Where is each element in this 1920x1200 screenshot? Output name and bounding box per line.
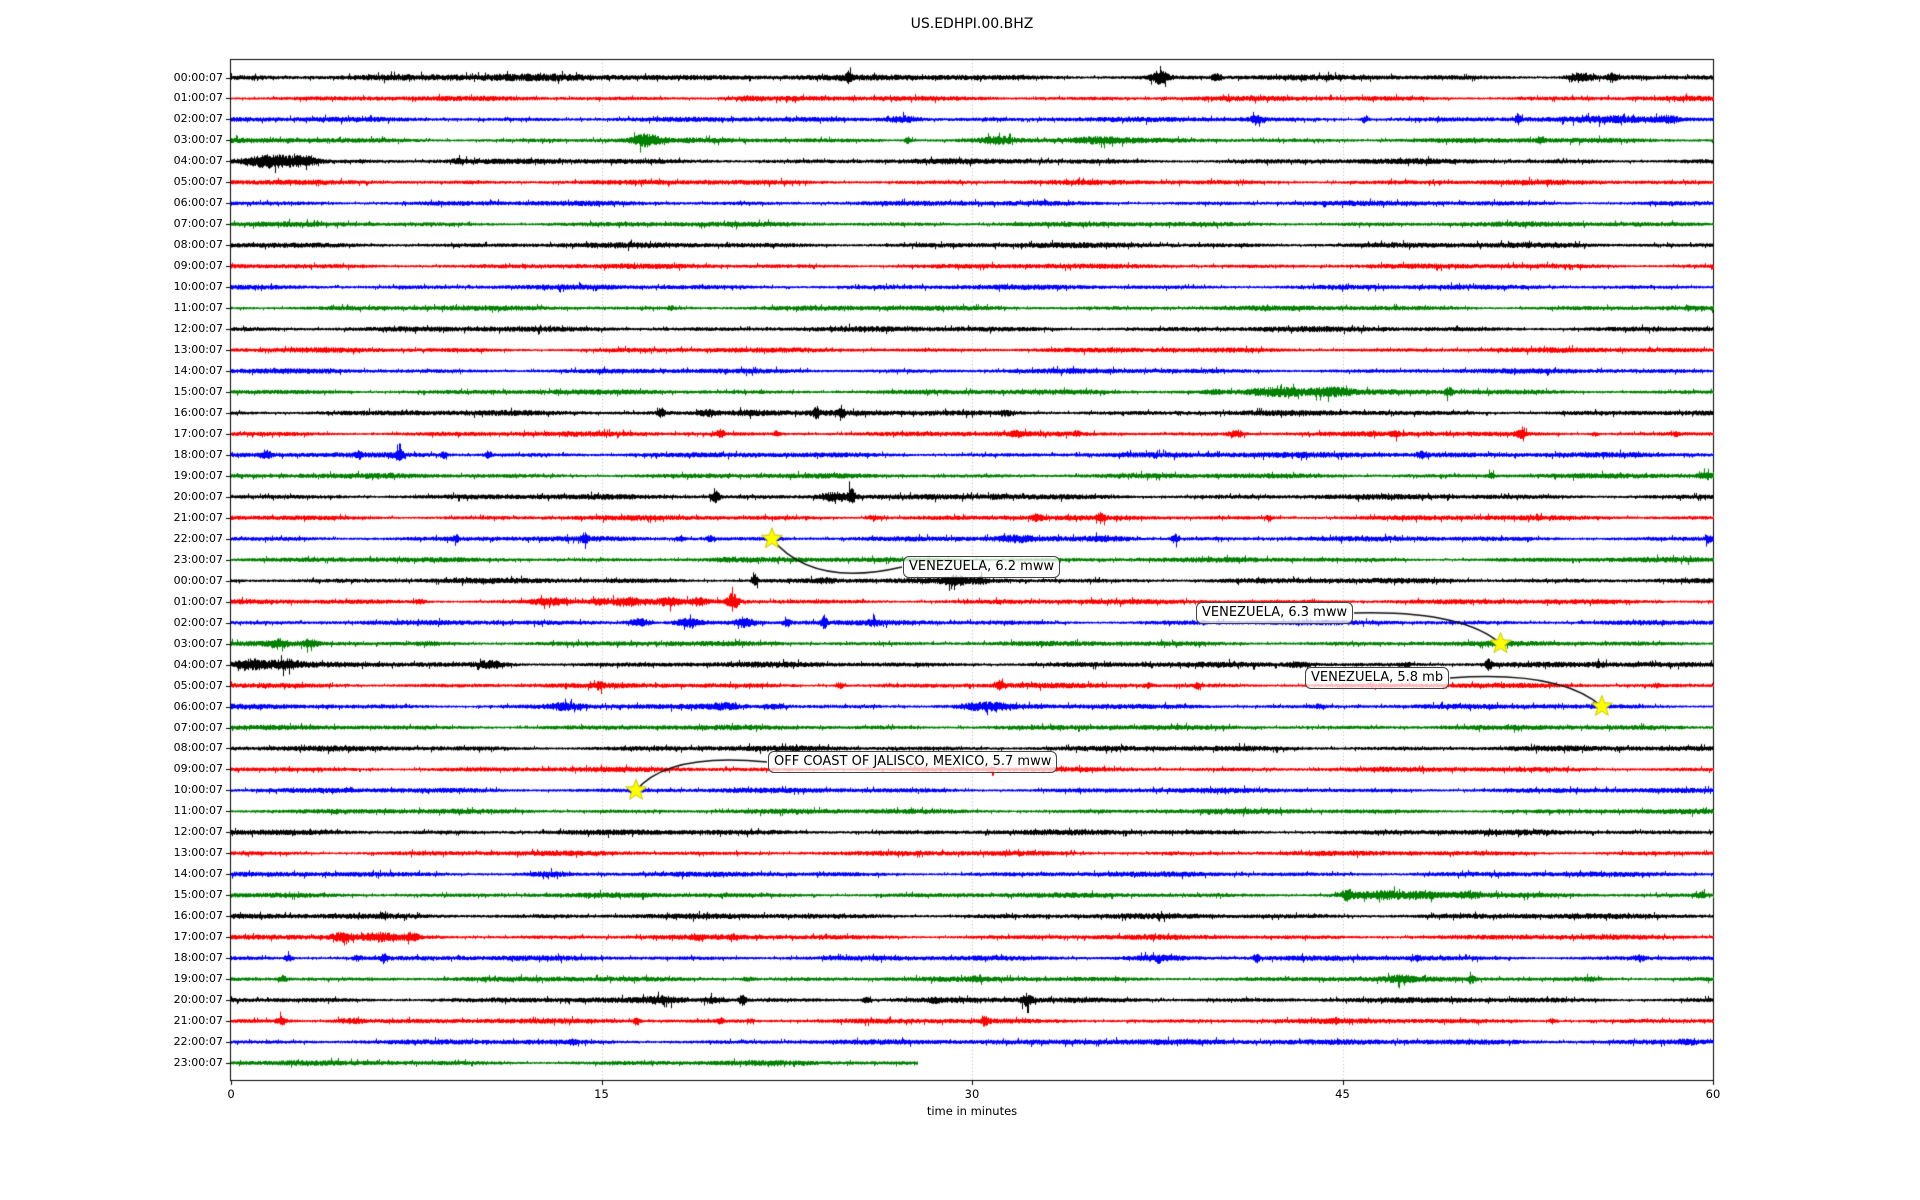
y-tick-label: 06:00:07: [173, 196, 223, 210]
annotation-box: VENEZUELA, 6.2 mww: [903, 556, 1061, 578]
y-tick-label: 17:00:07: [173, 426, 223, 440]
y-tick-label: 00:00:07: [173, 573, 223, 587]
y-tick-label: 11:00:07: [173, 804, 223, 818]
y-tick-label: 19:00:07: [173, 468, 223, 482]
y-tick-label: 16:00:07: [173, 405, 223, 419]
y-tick-label: 22:00:07: [173, 531, 223, 545]
y-tick-label: 01:00:07: [173, 594, 223, 608]
y-tick-label: 02:00:07: [173, 112, 223, 126]
y-tick-label: 02:00:07: [173, 615, 223, 629]
y-tick-label: 21:00:07: [173, 510, 223, 524]
y-tick-label: 01:00:07: [173, 91, 223, 105]
y-tick-label: 22:00:07: [173, 1035, 223, 1049]
y-tick-label: 16:00:07: [173, 909, 223, 923]
y-tick-label: 05:00:07: [173, 175, 223, 189]
annotation-box: VENEZUELA, 6.3 mww: [1196, 602, 1354, 624]
y-tick-label: 19:00:07: [173, 972, 223, 986]
x-tick-label: 15: [594, 1087, 609, 1101]
y-tick-label: 23:00:07: [173, 552, 223, 566]
y-tick-label: 06:00:07: [173, 699, 223, 713]
y-tick-label: 23:00:07: [173, 1055, 223, 1069]
y-tick-label: 09:00:07: [173, 762, 223, 776]
y-tick-label: 10:00:07: [173, 280, 223, 294]
y-tick-label: 21:00:07: [173, 1014, 223, 1028]
annotation-box: OFF COAST OF JALISCO, MEXICO, 5.7 mww: [768, 751, 1058, 773]
y-tick-label: 03:00:07: [173, 133, 223, 147]
y-tick-label: 14:00:07: [173, 867, 223, 881]
x-tick-label: 60: [1705, 1087, 1721, 1101]
y-tick-label: 05:00:07: [173, 678, 223, 692]
y-tick-label: 04:00:07: [173, 154, 223, 168]
y-tick-label: 15:00:07: [173, 888, 223, 902]
y-tick-label: 18:00:07: [173, 447, 223, 461]
y-tick-label: 15:00:07: [173, 385, 223, 399]
y-tick-label: 20:00:07: [173, 993, 223, 1007]
x-tick-label: 30: [964, 1087, 980, 1101]
y-tick-label: 07:00:07: [173, 720, 223, 734]
y-tick-label: 10:00:07: [173, 783, 223, 797]
y-tick-label: 18:00:07: [173, 951, 223, 965]
y-tick-label: 08:00:07: [173, 741, 223, 755]
y-tick-label: 17:00:07: [173, 930, 223, 944]
y-tick-label: 13:00:07: [173, 846, 223, 860]
y-tick-label: 14:00:07: [173, 364, 223, 378]
y-tick-label: 04:00:07: [173, 657, 223, 671]
y-tick-label: 08:00:07: [173, 238, 223, 252]
y-tick-label: 09:00:07: [173, 259, 223, 273]
y-tick-label: 07:00:07: [173, 217, 223, 231]
y-tick-label: 12:00:07: [173, 825, 223, 839]
annotation-box: VENEZUELA, 5.8 mb: [1305, 667, 1450, 689]
y-tick-label: 12:00:07: [173, 322, 223, 336]
y-tick-label: 13:00:07: [173, 343, 223, 357]
chart-title: US.EDHPI.00.BHZ: [910, 16, 1034, 32]
y-tick-label: 03:00:07: [173, 636, 223, 650]
x-axis-label: time in minutes: [926, 1104, 1018, 1118]
y-tick-label: 20:00:07: [173, 489, 223, 503]
x-tick-label: 0: [227, 1087, 235, 1101]
x-tick-label: 45: [1335, 1087, 1350, 1101]
y-tick-label: 11:00:07: [173, 301, 223, 315]
y-tick-label: 00:00:07: [173, 70, 223, 84]
